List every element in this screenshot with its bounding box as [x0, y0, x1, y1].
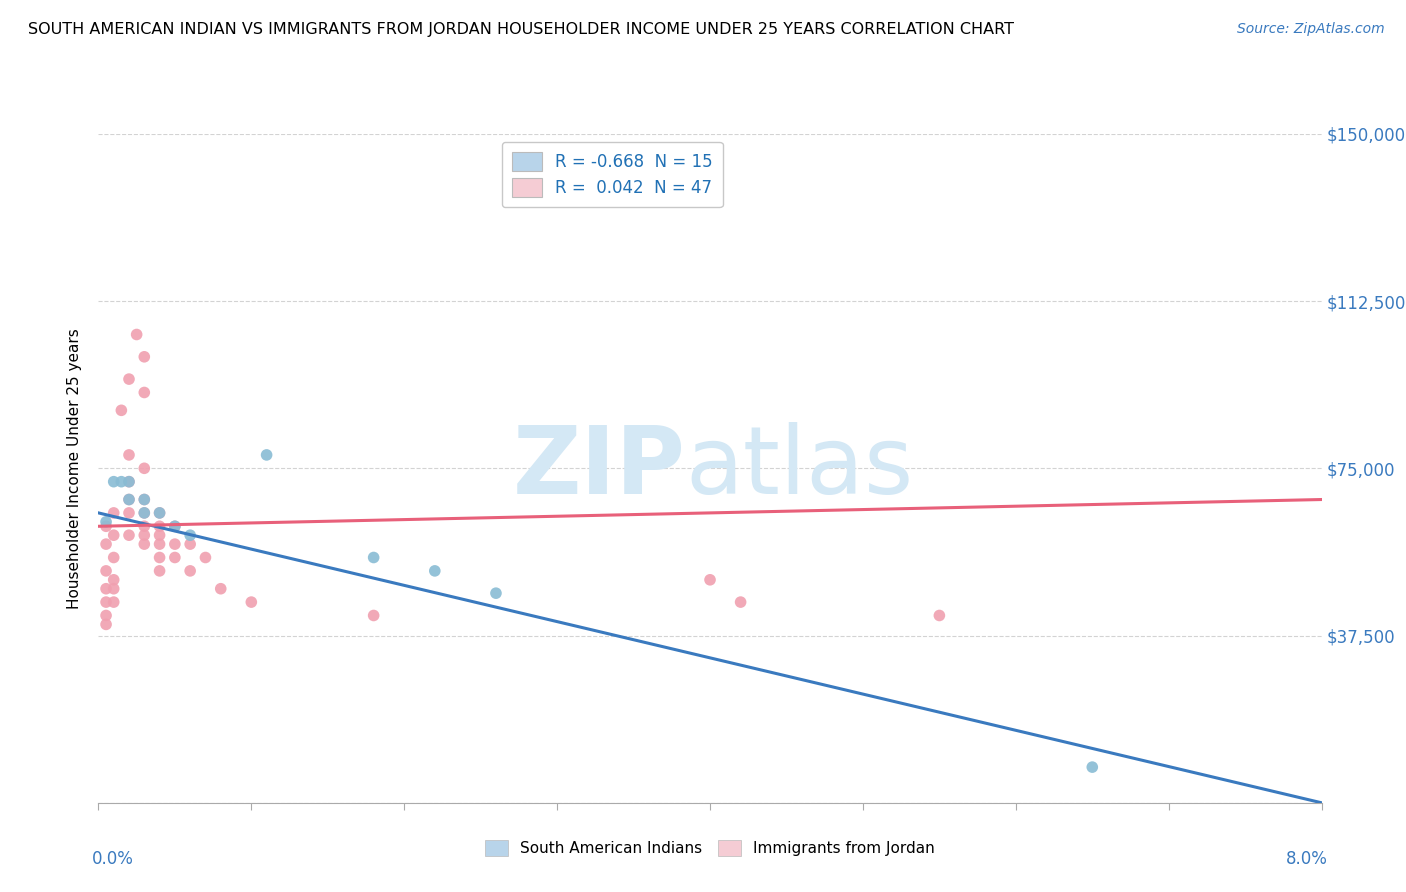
Point — [110, 403, 132, 417]
Text: 0.0%: 0.0% — [93, 849, 134, 868]
Point — [149, 506, 172, 520]
Text: Source: ZipAtlas.com: Source: ZipAtlas.com — [1237, 22, 1385, 37]
Point — [163, 537, 186, 551]
Point — [163, 550, 186, 565]
Point — [103, 506, 125, 520]
Point — [118, 475, 141, 489]
Text: ZIP: ZIP — [513, 422, 686, 515]
Point — [103, 528, 125, 542]
Point — [163, 519, 186, 533]
Point — [134, 537, 156, 551]
Point — [149, 519, 172, 533]
Point — [928, 608, 950, 623]
Point — [179, 564, 201, 578]
Point — [134, 506, 156, 520]
Point — [730, 595, 752, 609]
Point — [149, 537, 172, 551]
Point — [118, 492, 141, 507]
Point — [134, 506, 156, 520]
Point — [103, 550, 125, 565]
Point — [134, 385, 156, 400]
Point — [94, 608, 117, 623]
Point — [103, 595, 125, 609]
Point — [1081, 760, 1104, 774]
Point — [134, 528, 156, 542]
Point — [118, 506, 141, 520]
Point — [240, 595, 263, 609]
Point — [209, 582, 232, 596]
Point — [118, 528, 141, 542]
Point — [118, 372, 141, 386]
Point — [118, 475, 141, 489]
Point — [94, 564, 117, 578]
Point — [134, 350, 156, 364]
Point — [485, 586, 508, 600]
Point — [94, 582, 117, 596]
Point — [149, 506, 172, 520]
Point — [179, 537, 201, 551]
Point — [134, 492, 156, 507]
Point — [103, 573, 125, 587]
Point — [110, 475, 132, 489]
Point — [163, 519, 186, 533]
Point — [363, 550, 385, 565]
Point — [363, 608, 385, 623]
Point — [423, 564, 446, 578]
Point — [94, 515, 117, 529]
Point — [103, 475, 125, 489]
Point — [149, 528, 172, 542]
Point — [94, 595, 117, 609]
Point — [194, 550, 217, 565]
Point — [149, 550, 172, 565]
Text: 8.0%: 8.0% — [1286, 849, 1327, 868]
Point — [134, 492, 156, 507]
Point — [118, 448, 141, 462]
Point — [699, 573, 721, 587]
Point — [118, 492, 141, 507]
Text: SOUTH AMERICAN INDIAN VS IMMIGRANTS FROM JORDAN HOUSEHOLDER INCOME UNDER 25 YEAR: SOUTH AMERICAN INDIAN VS IMMIGRANTS FROM… — [28, 22, 1014, 37]
Text: atlas: atlas — [686, 422, 914, 515]
Point — [125, 327, 148, 342]
Y-axis label: Householder Income Under 25 years: Householder Income Under 25 years — [67, 328, 83, 608]
Point — [134, 519, 156, 533]
Legend: South American Indians, Immigrants from Jordan: South American Indians, Immigrants from … — [479, 834, 941, 862]
Point — [94, 519, 117, 533]
Point — [94, 537, 117, 551]
Point — [149, 564, 172, 578]
Point — [103, 582, 125, 596]
Point — [134, 461, 156, 475]
Point — [94, 617, 117, 632]
Point — [256, 448, 278, 462]
Point — [179, 528, 201, 542]
